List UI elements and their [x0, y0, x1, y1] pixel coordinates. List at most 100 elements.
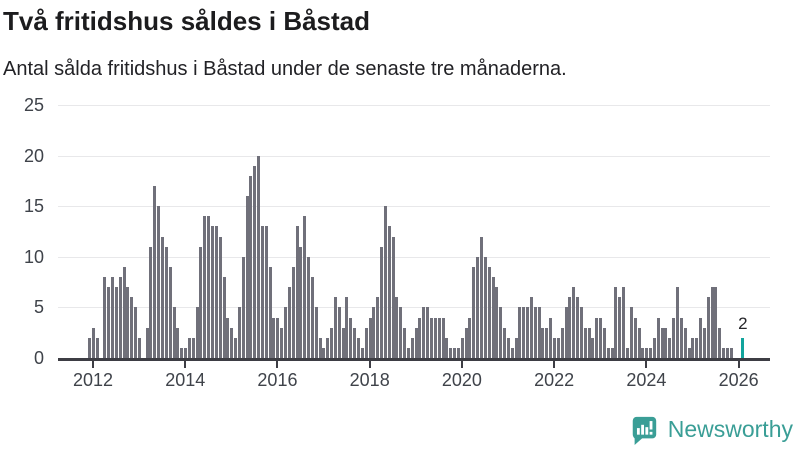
- bar: [237, 307, 241, 358]
- bar: [172, 307, 176, 358]
- newsworthy-brand[interactable]: Newsworthy: [629, 414, 793, 445]
- bar: [418, 317, 422, 358]
- bar: [91, 327, 95, 358]
- bar: [683, 327, 687, 358]
- last-value-label: 2: [738, 313, 748, 333]
- bar: [249, 175, 253, 358]
- bar: [268, 266, 272, 358]
- x-axis-tick: [184, 361, 187, 368]
- bar: [326, 337, 330, 358]
- bar: [706, 297, 710, 358]
- bar: [337, 307, 341, 358]
- bar: [137, 337, 141, 358]
- bar: [357, 337, 360, 358]
- bar: [629, 307, 633, 358]
- x-tick-label: 2016: [257, 370, 298, 390]
- bar: [161, 236, 165, 358]
- x-axis-tick: [645, 361, 648, 368]
- bar: [376, 297, 380, 358]
- bar: [725, 347, 729, 358]
- bar: [560, 327, 564, 358]
- bar: [245, 196, 249, 358]
- grid-line: [58, 256, 770, 258]
- bar: [714, 287, 718, 358]
- bar: [191, 337, 195, 358]
- bar: [675, 287, 679, 358]
- bar: [303, 216, 307, 358]
- bar: [710, 287, 714, 358]
- bar: [314, 307, 318, 358]
- bar: [399, 307, 403, 358]
- bar: [556, 337, 560, 358]
- bar: [353, 327, 357, 358]
- bar: [111, 277, 115, 358]
- bar: [430, 317, 434, 358]
- bar: [176, 327, 180, 358]
- bar: [687, 347, 691, 358]
- bar: [264, 226, 268, 358]
- x-tick-label: 2012: [72, 370, 113, 390]
- bar: [345, 297, 349, 358]
- y-tick-label: 25: [23, 95, 44, 115]
- bar: [695, 337, 699, 358]
- bar: [433, 317, 437, 358]
- bar: [464, 327, 468, 358]
- bar: [168, 266, 172, 358]
- bar: [257, 155, 261, 358]
- bar: [503, 327, 507, 358]
- grid-line: [58, 307, 770, 309]
- bar: [549, 317, 553, 358]
- bar: [333, 297, 337, 358]
- bar: [641, 347, 645, 358]
- bar: [668, 337, 672, 358]
- bar: [218, 236, 222, 358]
- bar: [610, 347, 614, 358]
- bar: [633, 317, 637, 358]
- bar: [103, 277, 107, 358]
- bar: [207, 216, 211, 358]
- grid-line: [58, 105, 770, 106]
- bar: [483, 256, 487, 358]
- bar: [426, 307, 430, 358]
- bar: [234, 337, 238, 358]
- bar: [691, 337, 695, 358]
- bar: [422, 307, 426, 358]
- bar: [614, 287, 618, 358]
- bar: [672, 317, 676, 358]
- bar: [645, 347, 649, 358]
- bar: [553, 337, 556, 358]
- page-title: Två fritidshus såldes i Båstad: [3, 6, 371, 36]
- bar: [126, 287, 130, 358]
- bar: [299, 246, 303, 358]
- bar: [449, 347, 453, 358]
- bar: [487, 266, 491, 358]
- bar: [349, 317, 353, 358]
- bar: [606, 347, 610, 358]
- x-axis-baseline: [58, 358, 770, 361]
- bar: [272, 317, 276, 358]
- bar: [195, 307, 199, 358]
- bar: [406, 347, 410, 358]
- bar: [491, 277, 495, 358]
- bar: [387, 226, 391, 358]
- bar: [145, 327, 149, 358]
- bar: [318, 337, 322, 358]
- bar: [722, 347, 726, 358]
- bar: [660, 327, 664, 358]
- bar: [718, 327, 722, 358]
- bar: [572, 287, 576, 358]
- bar: [529, 297, 533, 358]
- bar: [545, 327, 549, 358]
- bar: [637, 327, 641, 358]
- bar: [456, 347, 460, 358]
- bar: [514, 337, 518, 358]
- highlighted-bar: [741, 337, 745, 358]
- x-tick-label: 2018: [349, 370, 390, 390]
- bar: [576, 297, 580, 358]
- bar: [88, 337, 91, 358]
- bar: [287, 287, 291, 358]
- bar: [445, 337, 449, 358]
- bar: [203, 216, 207, 358]
- bar: [364, 327, 368, 358]
- bar: [564, 307, 568, 358]
